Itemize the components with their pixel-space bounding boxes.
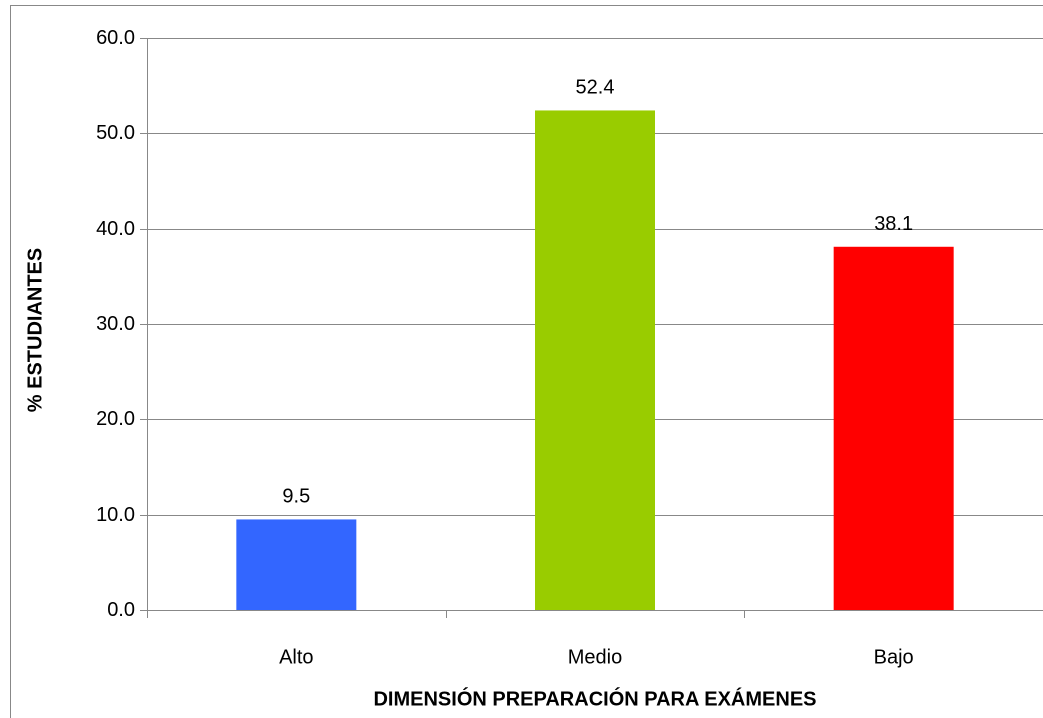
bar [535, 110, 655, 610]
y-tick-label: 40.0 [96, 218, 135, 240]
bar [833, 246, 954, 610]
y-tick-label: 0.0 [107, 599, 135, 621]
x-tick-label: Alto [279, 646, 313, 668]
y-axis-label: % ESTUDIANTES [24, 248, 46, 412]
y-tick-label: 60.0 [96, 27, 135, 49]
y-tick-label: 30.0 [96, 313, 135, 335]
data-label: 52.4 [576, 77, 615, 99]
x-tick-label: Bajo [874, 646, 914, 668]
data-label: 38.1 [874, 213, 913, 235]
y-tick-label: 50.0 [96, 122, 135, 144]
x-tick-label: Medio [568, 646, 622, 668]
chart-border [10, 5, 1043, 718]
bar [236, 519, 357, 610]
y-tick-label: 10.0 [96, 504, 135, 526]
data-label: 9.5 [282, 486, 310, 508]
x-axis-label: DIMENSIÓN PREPARACIÓN PARA EXÁMENES [373, 686, 816, 710]
y-tick-label: 20.0 [96, 408, 135, 430]
